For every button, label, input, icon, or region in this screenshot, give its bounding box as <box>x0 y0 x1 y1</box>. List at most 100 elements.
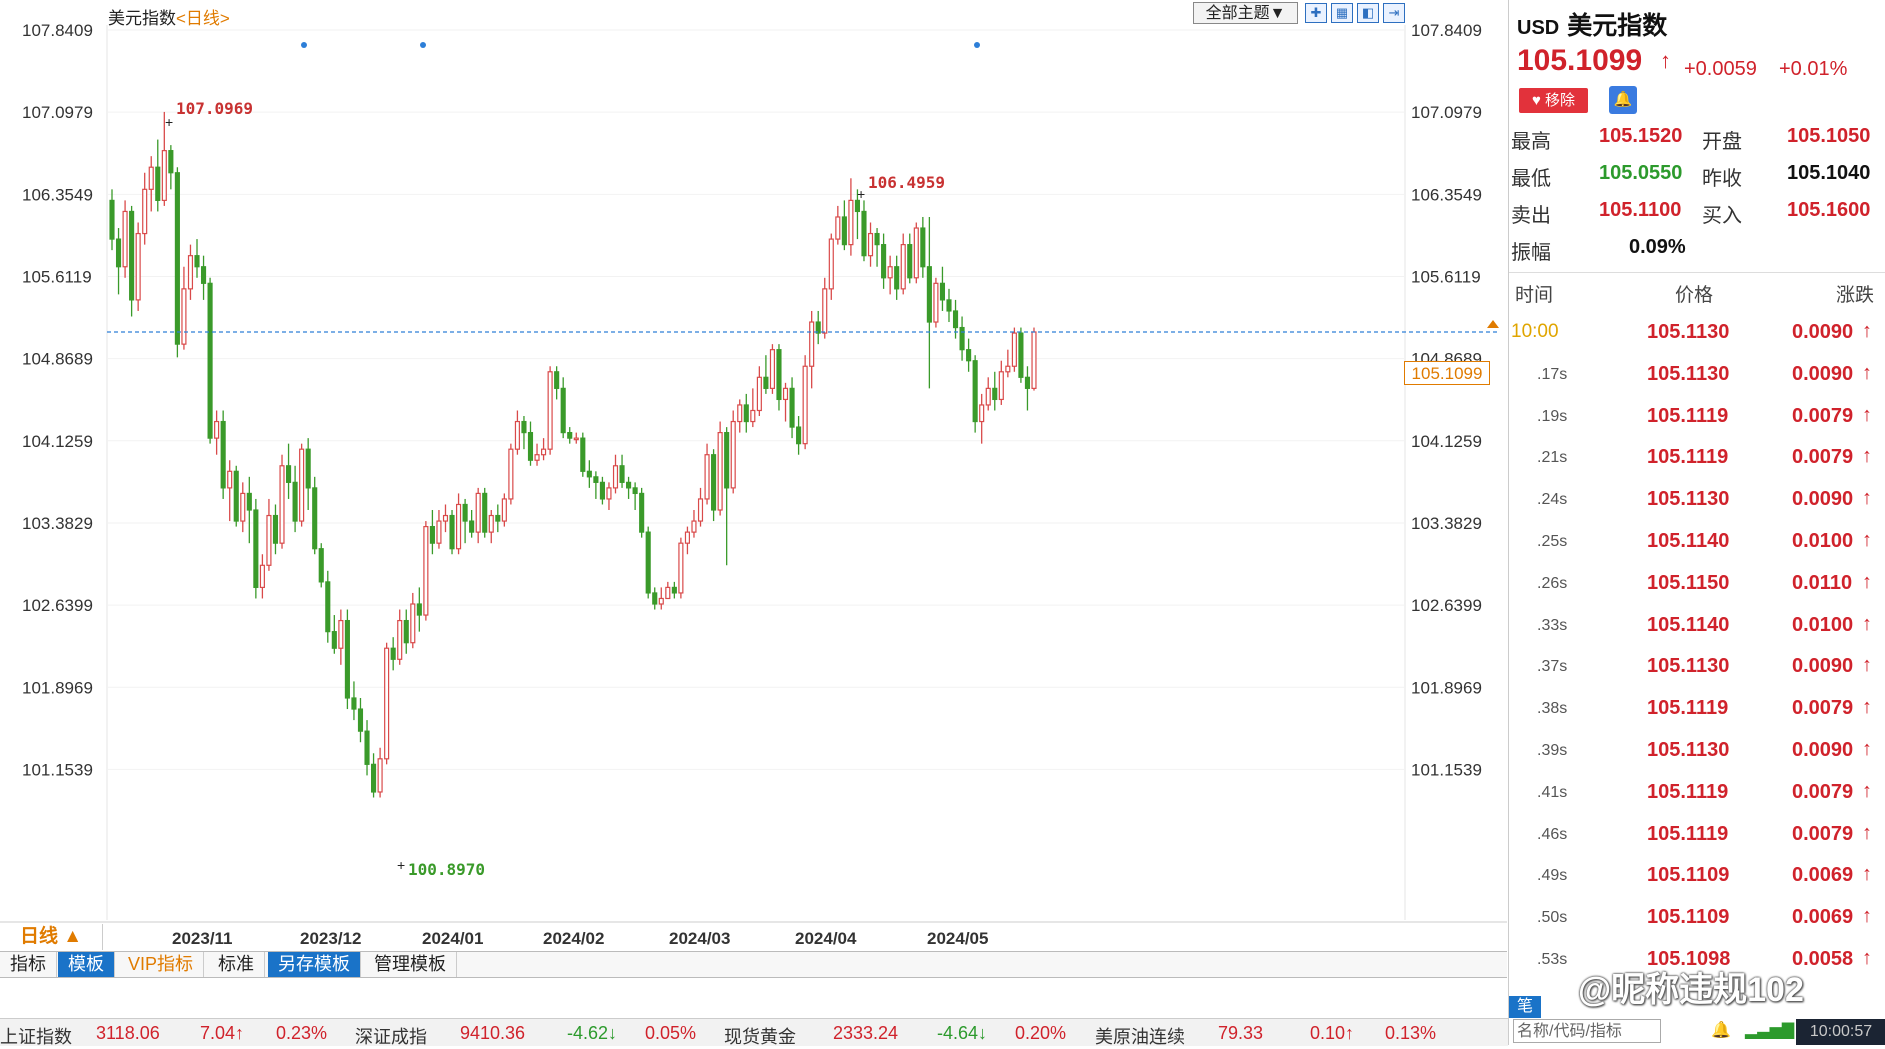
tab-trades[interactable]: 笔 <box>1509 996 1541 1018</box>
candle-body <box>763 376 769 389</box>
candle-body <box>626 481 632 489</box>
tick-price: 105.1130 <box>1647 362 1730 385</box>
y-axis-label-right: 107.8409 <box>1411 21 1482 40</box>
candle-body <box>560 387 566 434</box>
quote-value: 105.0550 <box>1599 162 1683 184</box>
tick-time: .25s <box>1537 533 1568 550</box>
candle-body <box>410 603 416 644</box>
candle-body <box>541 448 547 456</box>
tick-change: 0.0058 <box>1792 948 1854 970</box>
candle-body <box>377 758 383 793</box>
tick-change: 0.0110 <box>1792 571 1853 594</box>
y-axis-label-right: 105.6119 <box>1411 267 1481 286</box>
alert-icon[interactable]: 🔔 <box>1711 1022 1731 1039</box>
ticker-name[interactable]: 现货黄金 <box>724 1027 796 1047</box>
candle-body <box>599 481 605 500</box>
expand-icon[interactable]: ⇥ <box>1383 3 1405 23</box>
tick-row: .26s 105.1150 0.0110 ↑ <box>1509 567 1885 609</box>
candle-body <box>920 227 926 268</box>
crosshair-icon[interactable]: ✚ <box>1305 3 1327 23</box>
candle-body <box>142 188 148 235</box>
candle-body <box>972 360 978 423</box>
tab-templates[interactable]: 模板 <box>58 952 115 977</box>
y-axis-label-left: 107.8409 <box>22 21 93 40</box>
y-axis-label-right: 104.1259 <box>1411 432 1482 451</box>
chart-title: 美元指数<日线> <box>108 4 230 29</box>
candle-body <box>658 597 664 605</box>
tab-vip-indicators[interactable]: VIP指标 <box>118 952 205 977</box>
candle-body <box>384 647 390 760</box>
y-axis-label-left: 104.8689 <box>22 350 93 369</box>
candle-body <box>697 498 704 522</box>
tick-price: 105.1119 <box>1647 822 1729 845</box>
period-tab-daily[interactable]: 日线 ▲ <box>0 924 103 950</box>
x-axis-label: 2024/02 <box>543 929 604 948</box>
candle-body <box>449 514 455 550</box>
ticker-name[interactable]: 深证成指 <box>355 1027 427 1047</box>
quote-value: 105.1600 <box>1787 199 1871 221</box>
up-arrow-icon: ↑ <box>1862 445 1872 468</box>
ticker-pct: 0.20% <box>1015 1023 1067 1043</box>
tab-indicators[interactable]: 指标 <box>0 952 57 977</box>
quote-label: 振幅 <box>1511 242 1551 264</box>
price-change: +0.0059 <box>1684 58 1757 80</box>
tab-manage-templates[interactable]: 管理模板 <box>364 952 457 977</box>
candle-body <box>985 387 991 406</box>
candle-body <box>756 376 762 412</box>
tick-time: 10:00 <box>1511 321 1559 342</box>
tick-row: .41s 105.1119 0.0079 ↑ <box>1509 776 1885 818</box>
candle-body <box>1005 365 1011 373</box>
ticker-name[interactable]: 上证指数 <box>0 1027 72 1047</box>
y-axis-label-right: 107.0979 <box>1411 103 1482 122</box>
up-arrow-icon: ↑ <box>1862 361 1872 384</box>
tick-change: 0.0079 <box>1792 404 1854 427</box>
candle-body <box>129 210 135 301</box>
candle-body <box>848 199 854 246</box>
tab-save-template[interactable]: 另存模板 <box>268 952 361 977</box>
candle-body <box>900 244 906 290</box>
tick-row: .33s 105.1140 0.0100 ↑ <box>1509 609 1885 651</box>
candlestick-chart[interactable]: 107.8409 107.8409 107.0979 107.0979 106.3549… <box>0 0 1507 955</box>
theme-selector-button[interactable]: 全部主题▼ <box>1193 2 1298 24</box>
y-axis-label-left: 104.1259 <box>22 432 93 451</box>
tick-header-time: 时间 <box>1515 285 1554 306</box>
candle-body <box>220 420 226 489</box>
zoom-icon[interactable]: ◧ <box>1357 3 1379 23</box>
crosshair-marker-icon: + <box>397 857 405 873</box>
panel-bottom-bar: 笔 名称/代码/指标 🔔 ▂▃▅▇ 10:00:57 <box>1509 996 1885 1045</box>
tick-change: 0.0100 <box>1792 530 1854 552</box>
candle-body <box>743 404 749 423</box>
candle-body <box>240 492 246 522</box>
tick-change: 0.0079 <box>1792 446 1854 469</box>
candle-body <box>573 437 579 441</box>
quote-label: 买入 <box>1702 205 1742 227</box>
candle-body <box>357 708 364 732</box>
instrument-title: USD 美元指数 <box>1517 6 1667 42</box>
up-arrow-icon: ↑ <box>1862 821 1872 844</box>
tick-row: .19s 105.1119 0.0079 ↑ <box>1509 400 1885 442</box>
bell-icon[interactable]: 🔔 <box>1609 86 1637 114</box>
ticker-name[interactable]: 美原油连续 <box>1095 1027 1185 1047</box>
candle-body <box>671 586 677 594</box>
candle-body <box>652 592 658 605</box>
ticker-value: 79.33 <box>1218 1023 1264 1043</box>
x-axis-label: 2024/03 <box>669 929 730 948</box>
candle-body <box>547 371 553 450</box>
instrument-name: 美元指数 <box>1567 11 1668 40</box>
search-input[interactable]: 名称/代码/指标 <box>1513 1019 1661 1043</box>
tab-standard[interactable]: 标准 <box>208 952 265 977</box>
candle-body <box>312 487 318 550</box>
candle-body <box>639 492 645 533</box>
tick-time: .49s <box>1537 867 1568 885</box>
grid-icon[interactable]: ▦ <box>1331 3 1353 23</box>
tick-change: 0.0090 <box>1792 655 1854 678</box>
up-arrow-icon: ↑ <box>1862 696 1872 719</box>
chart-period-suffix: <日线> <box>176 9 230 28</box>
remove-watchlist-button[interactable]: ♥ 移除 <box>1519 88 1588 113</box>
candle-body <box>214 420 220 439</box>
chart-area[interactable]: 107.8409 107.8409 107.0979 107.0979 106.3549… <box>0 0 1507 978</box>
candle-body <box>606 487 612 500</box>
market-ticker-bar: 上证指数 3118.06 7.04↑ 0.23% 深证成指 9410.36 -4.62↓ 0.… <box>0 1018 1508 1047</box>
y-axis-label-left: 102.6399 <box>22 596 93 615</box>
candle-body <box>416 603 422 616</box>
